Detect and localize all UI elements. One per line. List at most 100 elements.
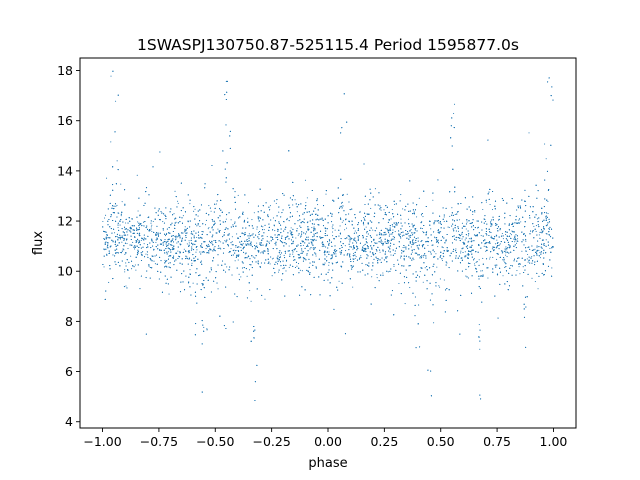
data-point bbox=[102, 220, 104, 223]
data-point bbox=[344, 245, 346, 247]
data-point bbox=[345, 250, 347, 252]
data-point bbox=[234, 260, 236, 262]
data-point bbox=[383, 209, 385, 211]
data-point bbox=[380, 209, 382, 211]
data-point bbox=[535, 230, 537, 232]
data-point bbox=[315, 255, 317, 257]
data-point bbox=[527, 246, 529, 249]
data-point bbox=[290, 227, 292, 229]
data-point bbox=[363, 244, 365, 247]
data-point bbox=[174, 190, 176, 192]
data-point bbox=[474, 211, 476, 213]
data-point bbox=[168, 293, 170, 295]
data-point bbox=[157, 235, 160, 238]
data-point bbox=[352, 253, 355, 255]
data-point bbox=[525, 250, 527, 252]
data-point bbox=[459, 219, 461, 221]
data-point bbox=[283, 254, 285, 256]
data-point bbox=[296, 250, 298, 252]
data-point bbox=[516, 242, 518, 244]
data-point bbox=[186, 256, 188, 258]
data-point bbox=[136, 174, 138, 176]
data-point bbox=[271, 275, 273, 277]
data-point bbox=[116, 235, 118, 237]
data-point bbox=[525, 250, 528, 252]
data-point bbox=[466, 254, 468, 256]
data-point bbox=[331, 231, 334, 233]
data-point bbox=[152, 220, 154, 223]
data-point bbox=[409, 226, 411, 228]
data-point bbox=[501, 233, 503, 235]
data-point bbox=[427, 244, 429, 246]
data-point bbox=[352, 286, 354, 288]
data-point bbox=[464, 251, 466, 253]
data-point bbox=[341, 221, 343, 223]
data-point bbox=[249, 263, 251, 266]
data-point bbox=[443, 256, 445, 258]
data-point bbox=[234, 223, 236, 225]
data-point bbox=[411, 251, 413, 253]
data-point bbox=[539, 252, 541, 254]
data-point bbox=[311, 227, 313, 229]
data-point bbox=[413, 211, 415, 213]
data-point bbox=[344, 229, 346, 231]
data-point bbox=[460, 252, 462, 254]
data-point bbox=[175, 221, 177, 223]
data-point bbox=[542, 230, 544, 232]
data-point bbox=[230, 219, 232, 221]
data-point bbox=[294, 199, 296, 201]
data-point bbox=[538, 234, 540, 236]
data-point bbox=[394, 224, 396, 226]
data-point bbox=[522, 266, 524, 268]
chart-title: 1SWASPJ130750.87-525115.4 Period 1595877… bbox=[137, 36, 519, 54]
data-point bbox=[121, 201, 123, 203]
data-point bbox=[473, 263, 476, 265]
data-point bbox=[451, 207, 453, 209]
data-point bbox=[150, 228, 152, 230]
data-point bbox=[525, 238, 527, 240]
data-point bbox=[475, 261, 477, 263]
data-point bbox=[132, 241, 134, 244]
data-point bbox=[165, 241, 167, 243]
data-point bbox=[413, 259, 415, 261]
data-point bbox=[177, 250, 179, 252]
data-point bbox=[151, 230, 153, 232]
data-point bbox=[131, 268, 133, 270]
data-point bbox=[134, 264, 136, 266]
data-point bbox=[486, 249, 488, 251]
data-point bbox=[245, 243, 247, 245]
data-point bbox=[490, 220, 492, 222]
data-point bbox=[242, 243, 244, 245]
data-point bbox=[137, 221, 139, 223]
data-point bbox=[474, 264, 476, 267]
data-point bbox=[400, 218, 402, 220]
data-point bbox=[167, 251, 170, 253]
data-point bbox=[496, 239, 498, 241]
data-point bbox=[439, 278, 441, 280]
data-point bbox=[309, 248, 311, 250]
data-point bbox=[183, 248, 185, 250]
data-point bbox=[143, 243, 145, 245]
data-point bbox=[188, 252, 190, 254]
data-point bbox=[335, 253, 337, 255]
data-point bbox=[502, 275, 504, 277]
data-point bbox=[191, 262, 193, 264]
data-point bbox=[505, 246, 507, 248]
data-point bbox=[435, 241, 438, 243]
data-point bbox=[515, 234, 517, 236]
data-point bbox=[454, 213, 456, 215]
data-point bbox=[299, 269, 301, 271]
data-point bbox=[301, 250, 303, 252]
data-point bbox=[331, 226, 333, 228]
data-point bbox=[528, 132, 530, 134]
data-point bbox=[442, 247, 444, 249]
data-point bbox=[536, 218, 538, 220]
data-point bbox=[248, 233, 250, 235]
data-point bbox=[240, 246, 242, 248]
data-point bbox=[206, 328, 208, 330]
data-point bbox=[430, 228, 432, 230]
data-point bbox=[271, 258, 273, 260]
data-point bbox=[403, 259, 405, 261]
data-point bbox=[243, 233, 245, 235]
data-point bbox=[292, 253, 294, 255]
